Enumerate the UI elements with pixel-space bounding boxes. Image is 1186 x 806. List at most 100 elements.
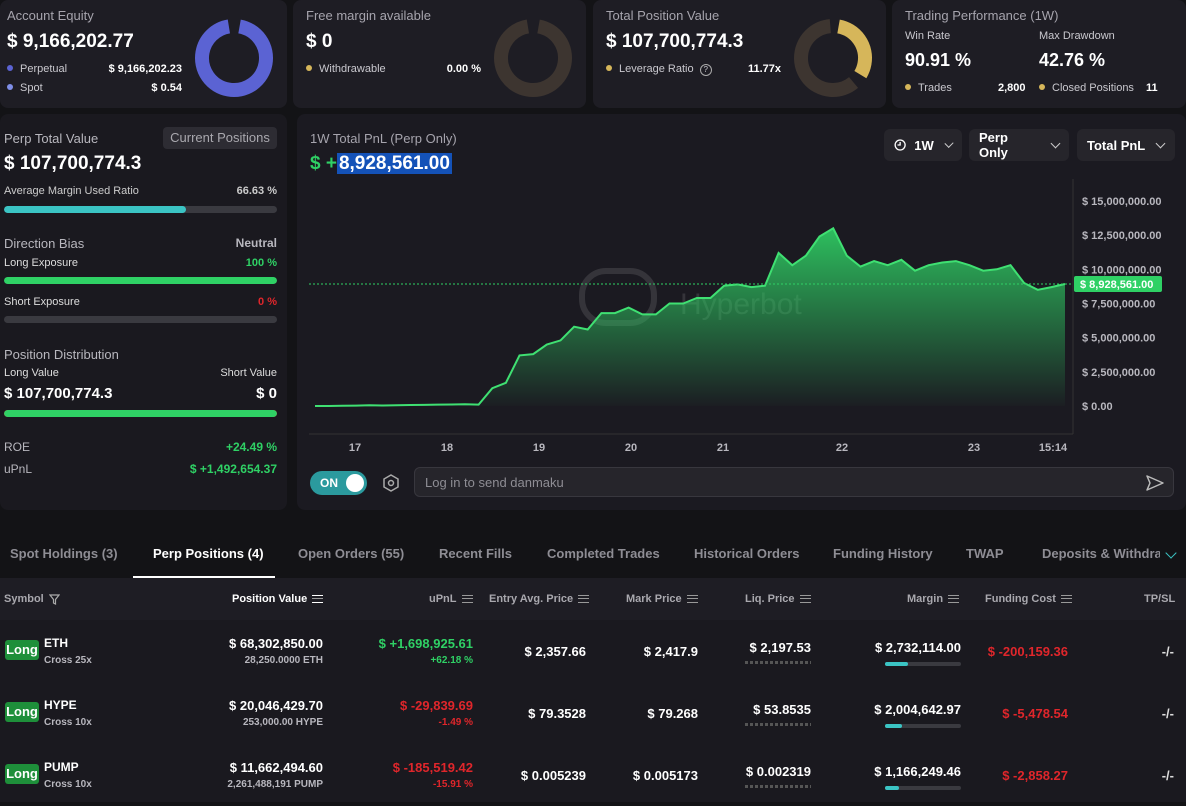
margin-ratio-label: Average Margin Used Ratio	[4, 185, 139, 197]
trades-value: 2,800	[998, 82, 1026, 94]
position-size: 28,250.0000 ETH	[244, 655, 323, 666]
table-row[interactable]: Long HYPE Cross 10x $ 20,046,429.70 253,000.…	[0, 682, 1186, 744]
symbol-header[interactable]: Symbol	[4, 593, 60, 605]
chevron-down-icon	[1155, 138, 1166, 148]
tpsl-header: TP/SL	[1144, 593, 1175, 605]
pnl-value: $ +8,928,561.00	[310, 153, 452, 175]
pnl-sign: $ +	[310, 153, 337, 174]
side-badge: Long	[5, 702, 39, 722]
period-dropdown[interactable]: 1W	[884, 129, 962, 161]
funding-cost: $ -5,478.54	[1002, 706, 1068, 721]
mark-header[interactable]: Mark Price	[626, 593, 698, 605]
margin-mode: Cross 10x	[44, 779, 92, 790]
margin-header[interactable]: Margin	[907, 593, 960, 605]
tpsl-value[interactable]: -/-	[1161, 644, 1174, 659]
period-label: 1W	[914, 137, 934, 153]
margin-value: $ 2,732,114.00	[874, 640, 961, 655]
position-value-card: Total Position Value $ 107,700,774.3 Lev…	[593, 0, 886, 108]
position-value-header[interactable]: Position Value	[232, 593, 324, 605]
liq-price: $ 0.002319	[745, 764, 811, 779]
liq-header[interactable]: Liq. Price	[745, 593, 811, 605]
tab-recent-fills[interactable]: Recent Fills	[439, 546, 512, 561]
metric-dropdown[interactable]: Total PnL	[1077, 129, 1175, 161]
settings-hexagon-icon[interactable]	[381, 473, 401, 493]
y-tick-label: $ 12,500,000.00	[1082, 230, 1162, 242]
filter-dropdown[interactable]: Perp Only	[969, 129, 1069, 161]
closed-value: 11	[1146, 82, 1158, 94]
tab-completed-trades[interactable]: Completed Trades	[547, 546, 660, 561]
tpsl-value[interactable]: -/-	[1161, 768, 1174, 783]
upnl-label: uPnL	[4, 462, 33, 476]
perpetual-dot	[7, 65, 13, 71]
tab-deposits-withdra[interactable]: Deposits & Withdra	[1042, 546, 1162, 561]
tab-spot-holdings-3[interactable]: Spot Holdings (3)	[10, 546, 118, 561]
position-value-title: Total Position Value	[606, 8, 720, 23]
tab-open-orders-55[interactable]: Open Orders (55)	[298, 546, 405, 561]
long-exposure-fill	[4, 277, 277, 284]
tabs-chevron[interactable]	[1160, 541, 1184, 569]
pnl-title: 1W Total PnL (Perp Only)	[310, 131, 457, 146]
closed-dot	[1039, 84, 1045, 90]
symbol-name[interactable]: HYPE	[44, 698, 77, 712]
long-exposure-bar	[4, 277, 277, 284]
current-positions-button[interactable]: Current Positions	[163, 127, 277, 149]
metric-label: Total PnL	[1087, 137, 1146, 153]
position-value-header-label: Position Value	[232, 593, 308, 605]
drawdown-label: Max Drawdown	[1039, 30, 1115, 42]
entry-price: $ 0.005239	[520, 768, 586, 783]
tab-funding-history[interactable]: Funding History	[833, 546, 933, 561]
liq-price: $ 2,197.53	[749, 640, 811, 655]
winrate-value: 90.91 %	[905, 50, 972, 70]
perpetual-label: Perpetual	[20, 63, 68, 75]
liq-price: $ 53.8535	[753, 702, 811, 717]
position-value: $ 11,662,494.60	[229, 760, 323, 775]
tpsl-header-label: TP/SL	[1144, 593, 1176, 605]
entry-price: $ 79.3528	[528, 706, 586, 721]
table-row[interactable]: Long PUMP Cross 10x $ 11,662,494.60 2,261,48…	[0, 744, 1186, 806]
x-tick-label: 15:14	[1039, 442, 1068, 454]
withdrawable-legend: Withdrawable	[306, 63, 386, 75]
tab-historical-orders[interactable]: Historical Orders	[694, 546, 800, 561]
danmaku-toggle[interactable]: ON	[310, 471, 367, 495]
chevron-down-icon	[1050, 138, 1061, 148]
x-tick-label: 21	[717, 442, 729, 454]
free-margin-card: Free margin available $ 0 Withdrawable 0…	[293, 0, 586, 108]
pnl-amount[interactable]: 8,928,561.00	[336, 153, 452, 174]
upnl-percent: -15.91 %	[432, 779, 473, 790]
x-tick-label: 22	[836, 442, 848, 454]
margin-bar-fill	[885, 662, 908, 666]
free-margin-title: Free margin available	[306, 8, 432, 23]
upnl-value: $ -185,519.42	[392, 760, 473, 775]
account-equity-value: $ 9,166,202.77	[7, 31, 134, 52]
sort-icon	[799, 595, 811, 603]
leverage-value: 11.77x	[747, 63, 781, 75]
tab-twap[interactable]: TWAP	[966, 546, 1004, 561]
chevron-down-icon	[1165, 547, 1177, 559]
side-badge: Long	[5, 640, 39, 660]
symbol-name[interactable]: PUMP	[44, 760, 79, 774]
margin-ratio-value: 66.63 %	[236, 185, 277, 197]
pnl-area	[315, 228, 1065, 406]
perp-total-label: Perp Total Value	[4, 131, 99, 146]
y-tick-label: $ 15,000,000.00	[1082, 196, 1162, 208]
x-tick-label: 20	[625, 442, 637, 454]
tpsl-value[interactable]: -/-	[1161, 706, 1174, 721]
margin-header-label: Margin	[907, 593, 944, 605]
send-icon[interactable]	[1145, 473, 1165, 493]
symbol-name[interactable]: ETH	[44, 636, 68, 650]
perp-stats-panel: Perp Total Value Current Positions $ 107…	[0, 114, 287, 510]
distribution-long-fill	[4, 410, 277, 417]
entry-header[interactable]: Entry Avg. Price	[489, 593, 590, 605]
funding-header[interactable]: Funding Cost	[985, 593, 1072, 605]
withdrawable-dot	[306, 65, 312, 71]
upnl-header[interactable]: uPnL	[429, 593, 473, 605]
tab-perp-positions-4[interactable]: Perp Positions (4)	[153, 546, 264, 561]
help-circle-icon[interactable]: ?	[699, 64, 712, 76]
danmaku-input[interactable]: Log in to send danmaku	[414, 467, 1174, 497]
funding-header-label: Funding Cost	[985, 593, 1056, 605]
table-row[interactable]: Long ETH Cross 25x $ 68,302,850.00 28,250.00…	[0, 620, 1186, 682]
filter-icon[interactable]	[48, 593, 60, 605]
sort-icon	[461, 595, 473, 603]
perp-total-value: $ 107,700,774.3	[4, 153, 142, 174]
y-tick-label: $ 7,500,000.00	[1082, 299, 1155, 311]
